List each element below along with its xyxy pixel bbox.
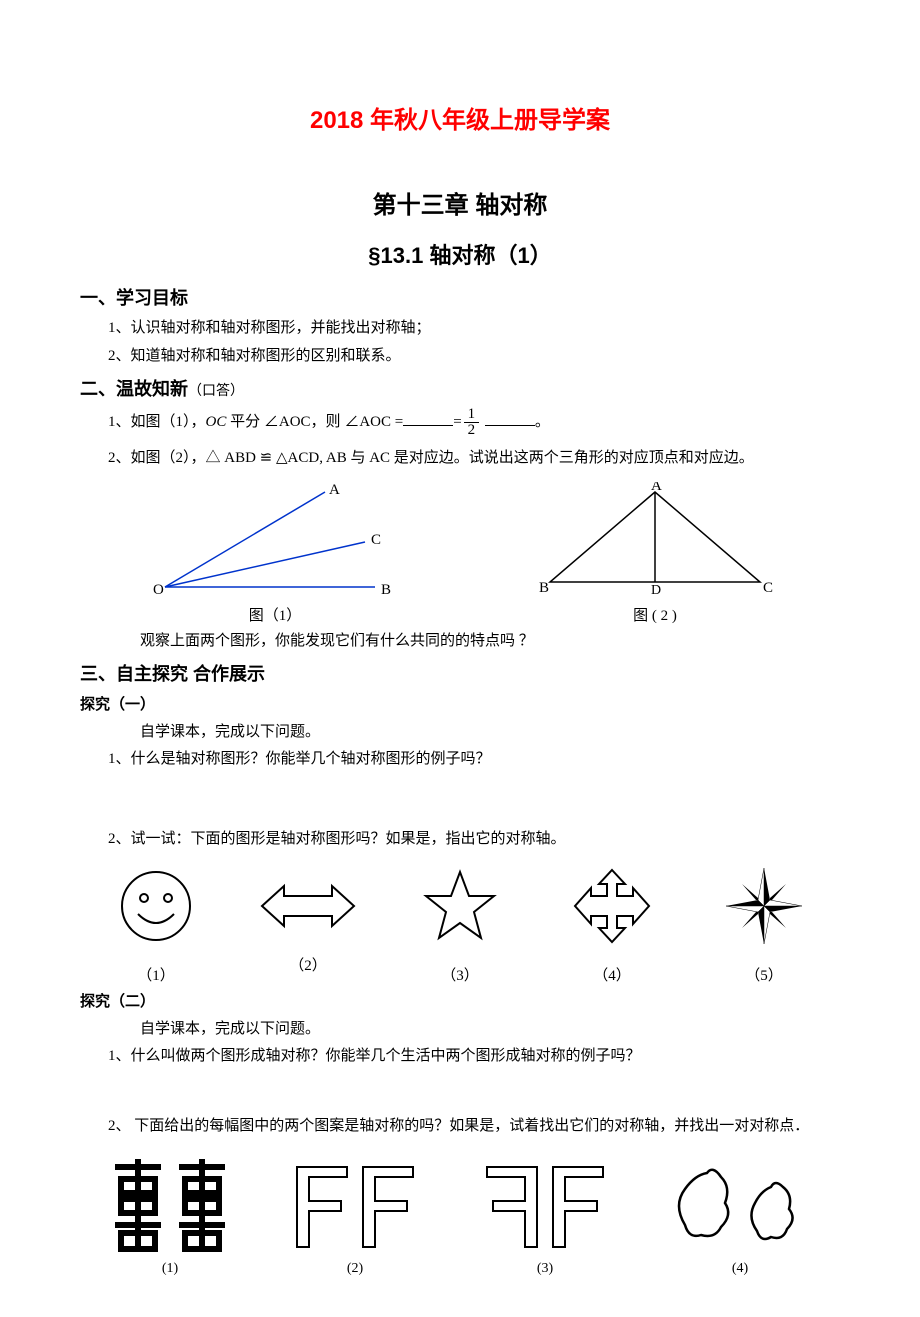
shape-cell: （1） bbox=[96, 866, 216, 985]
ff-letters-icon bbox=[285, 1155, 425, 1255]
section-title: §13.1 轴对称（1） bbox=[80, 238, 840, 270]
question-1: 1、如图（1），OC 平分 ∠AOC，则 ∠AOC ==12 。 bbox=[80, 407, 840, 438]
heading-1: 一、学习目标 bbox=[80, 284, 840, 310]
fill-blank[interactable] bbox=[485, 411, 535, 426]
img-label: (3) bbox=[537, 1261, 553, 1277]
label-C: C bbox=[371, 532, 381, 548]
explore-2-q1: 1、什么叫做两个图形成轴对称？你能举几个生活中两个图形成轴对称的例子吗？ bbox=[80, 1044, 840, 1070]
explore-1-q2: 2、试一试：下面的图形是轴对称图形吗？如果是，指出它的对称轴。 bbox=[80, 827, 840, 853]
heading-2-text: 二、温故知新 bbox=[80, 379, 188, 399]
label-D: D bbox=[651, 583, 661, 598]
label-O: O bbox=[153, 582, 164, 598]
img-label: (2) bbox=[347, 1261, 363, 1277]
img-label: (1) bbox=[162, 1261, 178, 1277]
shape-label: （5） bbox=[745, 964, 783, 985]
figure-1-caption: 图（1） bbox=[145, 604, 405, 625]
fraction: 12 bbox=[464, 407, 480, 438]
figure-2: A B C D 图 ( 2 ) bbox=[535, 482, 775, 625]
q1-text: 1、如图（1）， bbox=[108, 414, 206, 430]
q1-text: 平分 bbox=[226, 414, 264, 430]
fill-blank[interactable] bbox=[403, 411, 453, 426]
q1-eq: = bbox=[391, 414, 403, 430]
blob-pair-icon bbox=[665, 1155, 815, 1255]
figure-2-caption: 图 ( 2 ) bbox=[535, 604, 775, 625]
chapter-title: 第十三章 轴对称 bbox=[80, 185, 840, 220]
spacer bbox=[80, 775, 840, 825]
label-B: B bbox=[381, 582, 391, 598]
label-A: A bbox=[651, 482, 662, 494]
img-cell: (2) bbox=[285, 1155, 425, 1277]
q1-oc: OC bbox=[206, 414, 227, 430]
double-arrow-icon bbox=[258, 876, 358, 936]
shape-cell: （4） bbox=[552, 866, 672, 985]
label-B: B bbox=[539, 580, 549, 596]
shape-label: （2） bbox=[289, 954, 327, 975]
smiley-icon bbox=[116, 866, 196, 946]
shape-label: （3） bbox=[441, 964, 479, 985]
cross-arrow-icon bbox=[567, 866, 657, 946]
heading-2-sub: （口答） bbox=[188, 382, 244, 398]
goal-item: 2、知道轴对称和轴对称图形的区别和联系。 bbox=[80, 344, 840, 370]
frac-den: 2 bbox=[464, 423, 480, 438]
explore-2-note: 自学课本，完成以下问题。 bbox=[80, 1017, 840, 1043]
img-cell: (4) bbox=[665, 1155, 815, 1277]
frac-num: 1 bbox=[464, 407, 480, 423]
double-xi-icon bbox=[105, 1155, 235, 1255]
image-row: (1) (2) (3) bbox=[80, 1155, 840, 1277]
figure-row: O A C B 图（1） A B C D 图 ( 2 ) bbox=[80, 482, 840, 625]
shape-label: （4） bbox=[593, 964, 631, 985]
figure-1: O A C B 图（1） bbox=[145, 482, 405, 625]
img-cell: (1) bbox=[105, 1155, 235, 1277]
page: 2018 年秋八年级上册导学案 第十三章 轴对称 §13.1 轴对称（1） 一、… bbox=[0, 0, 920, 1317]
img-cell: (3) bbox=[475, 1155, 615, 1277]
explore-2-title: 探究（二） bbox=[80, 989, 840, 1015]
triangle-diagram-icon: A B C D bbox=[535, 482, 775, 602]
q1-eq2: = bbox=[453, 414, 461, 430]
q1-end: 。 bbox=[535, 414, 550, 430]
explore-2-q2: 2、 下面给出的每幅图中的两个图案是轴对称的吗？如果是，试着找出它们的对称轴，并… bbox=[80, 1114, 840, 1140]
shape-cell: （5） bbox=[704, 866, 824, 985]
explore-1-note: 自学课本，完成以下问题。 bbox=[80, 720, 840, 746]
observe-text: 观察上面两个图形，你能发现它们有什么共同的的特点吗 ？ bbox=[80, 629, 840, 655]
q1-text: ，则 bbox=[311, 414, 345, 430]
shapes-row: （1） （2） （3） （4） bbox=[80, 866, 840, 985]
q1-angle: ∠AOC bbox=[264, 414, 311, 430]
star-icon bbox=[420, 866, 500, 946]
q1-angle: ∠AOC bbox=[344, 414, 391, 430]
document-title: 2018 年秋八年级上册导学案 bbox=[80, 100, 840, 135]
angle-diagram-icon: O A C B bbox=[145, 482, 405, 602]
heading-2: 二、温故知新（口答） bbox=[80, 375, 840, 401]
explore-1-title: 探究（一） bbox=[80, 692, 840, 718]
explore-1-q1: 1、什么是轴对称图形？你能举几个轴对称图形的例子吗？ bbox=[80, 747, 840, 773]
img-label: (4) bbox=[732, 1261, 748, 1277]
shape-label: （1） bbox=[137, 964, 175, 985]
label-A: A bbox=[329, 482, 340, 498]
shape-cell: （2） bbox=[248, 876, 368, 975]
shape-cell: （3） bbox=[400, 866, 520, 985]
compass-star-icon bbox=[724, 866, 804, 946]
heading-3: 三、自主探究 合作展示 bbox=[80, 660, 840, 686]
spacer bbox=[80, 1072, 840, 1112]
goal-item: 1、认识轴对称和轴对称图形，并能找出对称轴； bbox=[80, 316, 840, 342]
label-C: C bbox=[763, 580, 773, 596]
question-2: 2、如图（2），△ ABD ≌ △ACD, AB 与 AC 是对应边。试说出这两… bbox=[80, 446, 840, 472]
mirror-ff-icon bbox=[475, 1155, 615, 1255]
